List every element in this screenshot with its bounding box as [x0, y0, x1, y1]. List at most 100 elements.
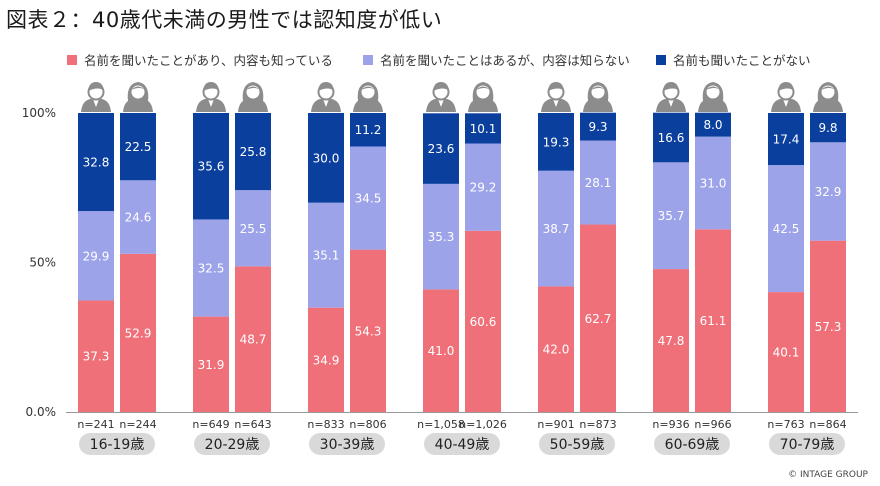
- bar-segment-2: [235, 113, 271, 191]
- icon-bangs: [821, 86, 835, 90]
- icon-hair: [663, 82, 679, 91]
- icon-body: [353, 99, 383, 112]
- icon-bangs: [706, 86, 720, 90]
- bar-value-label: 35.7: [658, 209, 685, 223]
- icon-head: [246, 85, 260, 99]
- bar-segment-1: [423, 183, 459, 290]
- icon-bangs: [246, 86, 260, 90]
- y-tick-label: 0.0%: [26, 405, 57, 419]
- age-group-pill: [194, 433, 270, 455]
- bar-value-label: 24.6: [125, 211, 152, 225]
- sample-size-label: n=244: [119, 418, 156, 431]
- bar-segment-2: [810, 113, 846, 143]
- bar-segment-2: [580, 112, 616, 141]
- icon-collar: [668, 99, 674, 107]
- icon-collar: [783, 99, 789, 107]
- sample-size-label: n=649: [192, 418, 229, 431]
- icon-head: [131, 85, 145, 99]
- bar-value-label: 11.2: [355, 123, 382, 137]
- bar-value-label: 61.1: [700, 314, 727, 328]
- age-group-label: 16-19歳: [90, 437, 145, 453]
- bar-value-label: 57.3: [815, 320, 842, 334]
- male-person-icon: [311, 82, 341, 112]
- icon-hair: [203, 82, 219, 91]
- female-person-icon: [238, 82, 268, 112]
- sample-size-label: n=936: [652, 418, 689, 431]
- icon-bangs: [591, 86, 605, 90]
- bar-segment-0: [423, 289, 459, 412]
- bar-value-label: 16.6: [658, 131, 685, 145]
- icon-collar: [438, 99, 444, 107]
- legend-swatch-known: [67, 54, 77, 65]
- legend-item-never: 名前も聞いたことがない: [656, 50, 811, 69]
- chart-title: 図表２：40歳代未満の男性では認知度が低い: [6, 8, 443, 32]
- bar-value-label: 30.0: [313, 151, 340, 165]
- age-group-pill: [424, 433, 500, 455]
- bar-segment-2: [695, 112, 731, 137]
- age-group-label: 20-29歳: [205, 437, 260, 453]
- age-group-label: 70-79歳: [780, 437, 835, 453]
- bar-value-label: 19.3: [543, 135, 570, 149]
- icon-body: [813, 99, 843, 112]
- female-person-icon: [123, 82, 153, 112]
- icon-body: [123, 99, 153, 112]
- icon-body: [468, 99, 498, 112]
- bar-value-label: 32.9: [815, 185, 842, 199]
- icon-head: [591, 85, 605, 99]
- icon-collar: [323, 99, 329, 107]
- bar-segment-0: [465, 230, 501, 412]
- female-person-icon: [583, 82, 613, 112]
- bar-value-label: 32.5: [198, 262, 225, 276]
- bar-segment-2: [120, 113, 156, 181]
- female-person-icon: [698, 82, 728, 112]
- bar-segment-0: [810, 240, 846, 412]
- icon-bangs: [361, 86, 375, 90]
- male-person-icon: [81, 82, 111, 112]
- y-tick-label: 100%: [22, 106, 56, 120]
- bar-segment-2: [423, 113, 459, 184]
- sample-size-label: n=643: [234, 418, 271, 431]
- bar-segment-2: [538, 113, 574, 171]
- bar-segment-0: [350, 249, 386, 412]
- icon-collar: [93, 99, 99, 107]
- bar-segment-1: [350, 146, 386, 250]
- bar-value-label: 37.3: [83, 350, 110, 364]
- sample-size-label: n=864: [809, 418, 846, 431]
- icon-collar: [208, 99, 214, 107]
- bar-value-label: 22.5: [125, 140, 152, 154]
- legend-label-never: 名前も聞いたことがない: [673, 53, 811, 68]
- female-person-icon: [468, 82, 498, 112]
- age-group-pill: [654, 433, 730, 455]
- bar-segment-1: [465, 143, 501, 231]
- legend-item-known: 名前を聞いたことがあり、内容も知っている: [67, 50, 333, 69]
- bar-value-label: 10.1: [470, 122, 497, 136]
- bar-segment-0: [580, 224, 616, 412]
- bar-value-label: 47.8: [658, 334, 685, 348]
- age-group-label: 40-49歳: [435, 437, 490, 453]
- icon-hair: [548, 82, 564, 91]
- bar-segment-2: [78, 113, 114, 212]
- bar-segment-0: [695, 229, 731, 412]
- icon-hair: [318, 82, 334, 91]
- bar-segment-1: [193, 219, 229, 317]
- bar-value-label: 41.0: [428, 344, 455, 358]
- bar-value-label: 40.1: [773, 346, 800, 360]
- bar-segment-2: [653, 112, 689, 163]
- age-group-pill: [79, 433, 155, 455]
- bar-segment-2: [465, 113, 501, 144]
- age-group-pill: [539, 433, 615, 455]
- y-tick-label: 50%: [29, 256, 56, 270]
- bar-segment-1: [768, 165, 804, 293]
- bar-segment-0: [308, 307, 344, 412]
- age-group-pill: [309, 433, 385, 455]
- bar-segment-1: [810, 142, 846, 241]
- icon-head: [821, 85, 835, 99]
- sample-size-label: n=966: [694, 418, 731, 431]
- legend-item-heard: 名前を聞いたことはあるが、内容は知らない: [363, 50, 630, 69]
- bar-value-label: 25.8: [240, 145, 267, 159]
- age-group-label: 60-69歳: [665, 437, 720, 453]
- sample-size-label: n=806: [349, 418, 386, 431]
- age-group-label: 50-59歳: [550, 437, 605, 453]
- icon-bangs: [131, 86, 145, 90]
